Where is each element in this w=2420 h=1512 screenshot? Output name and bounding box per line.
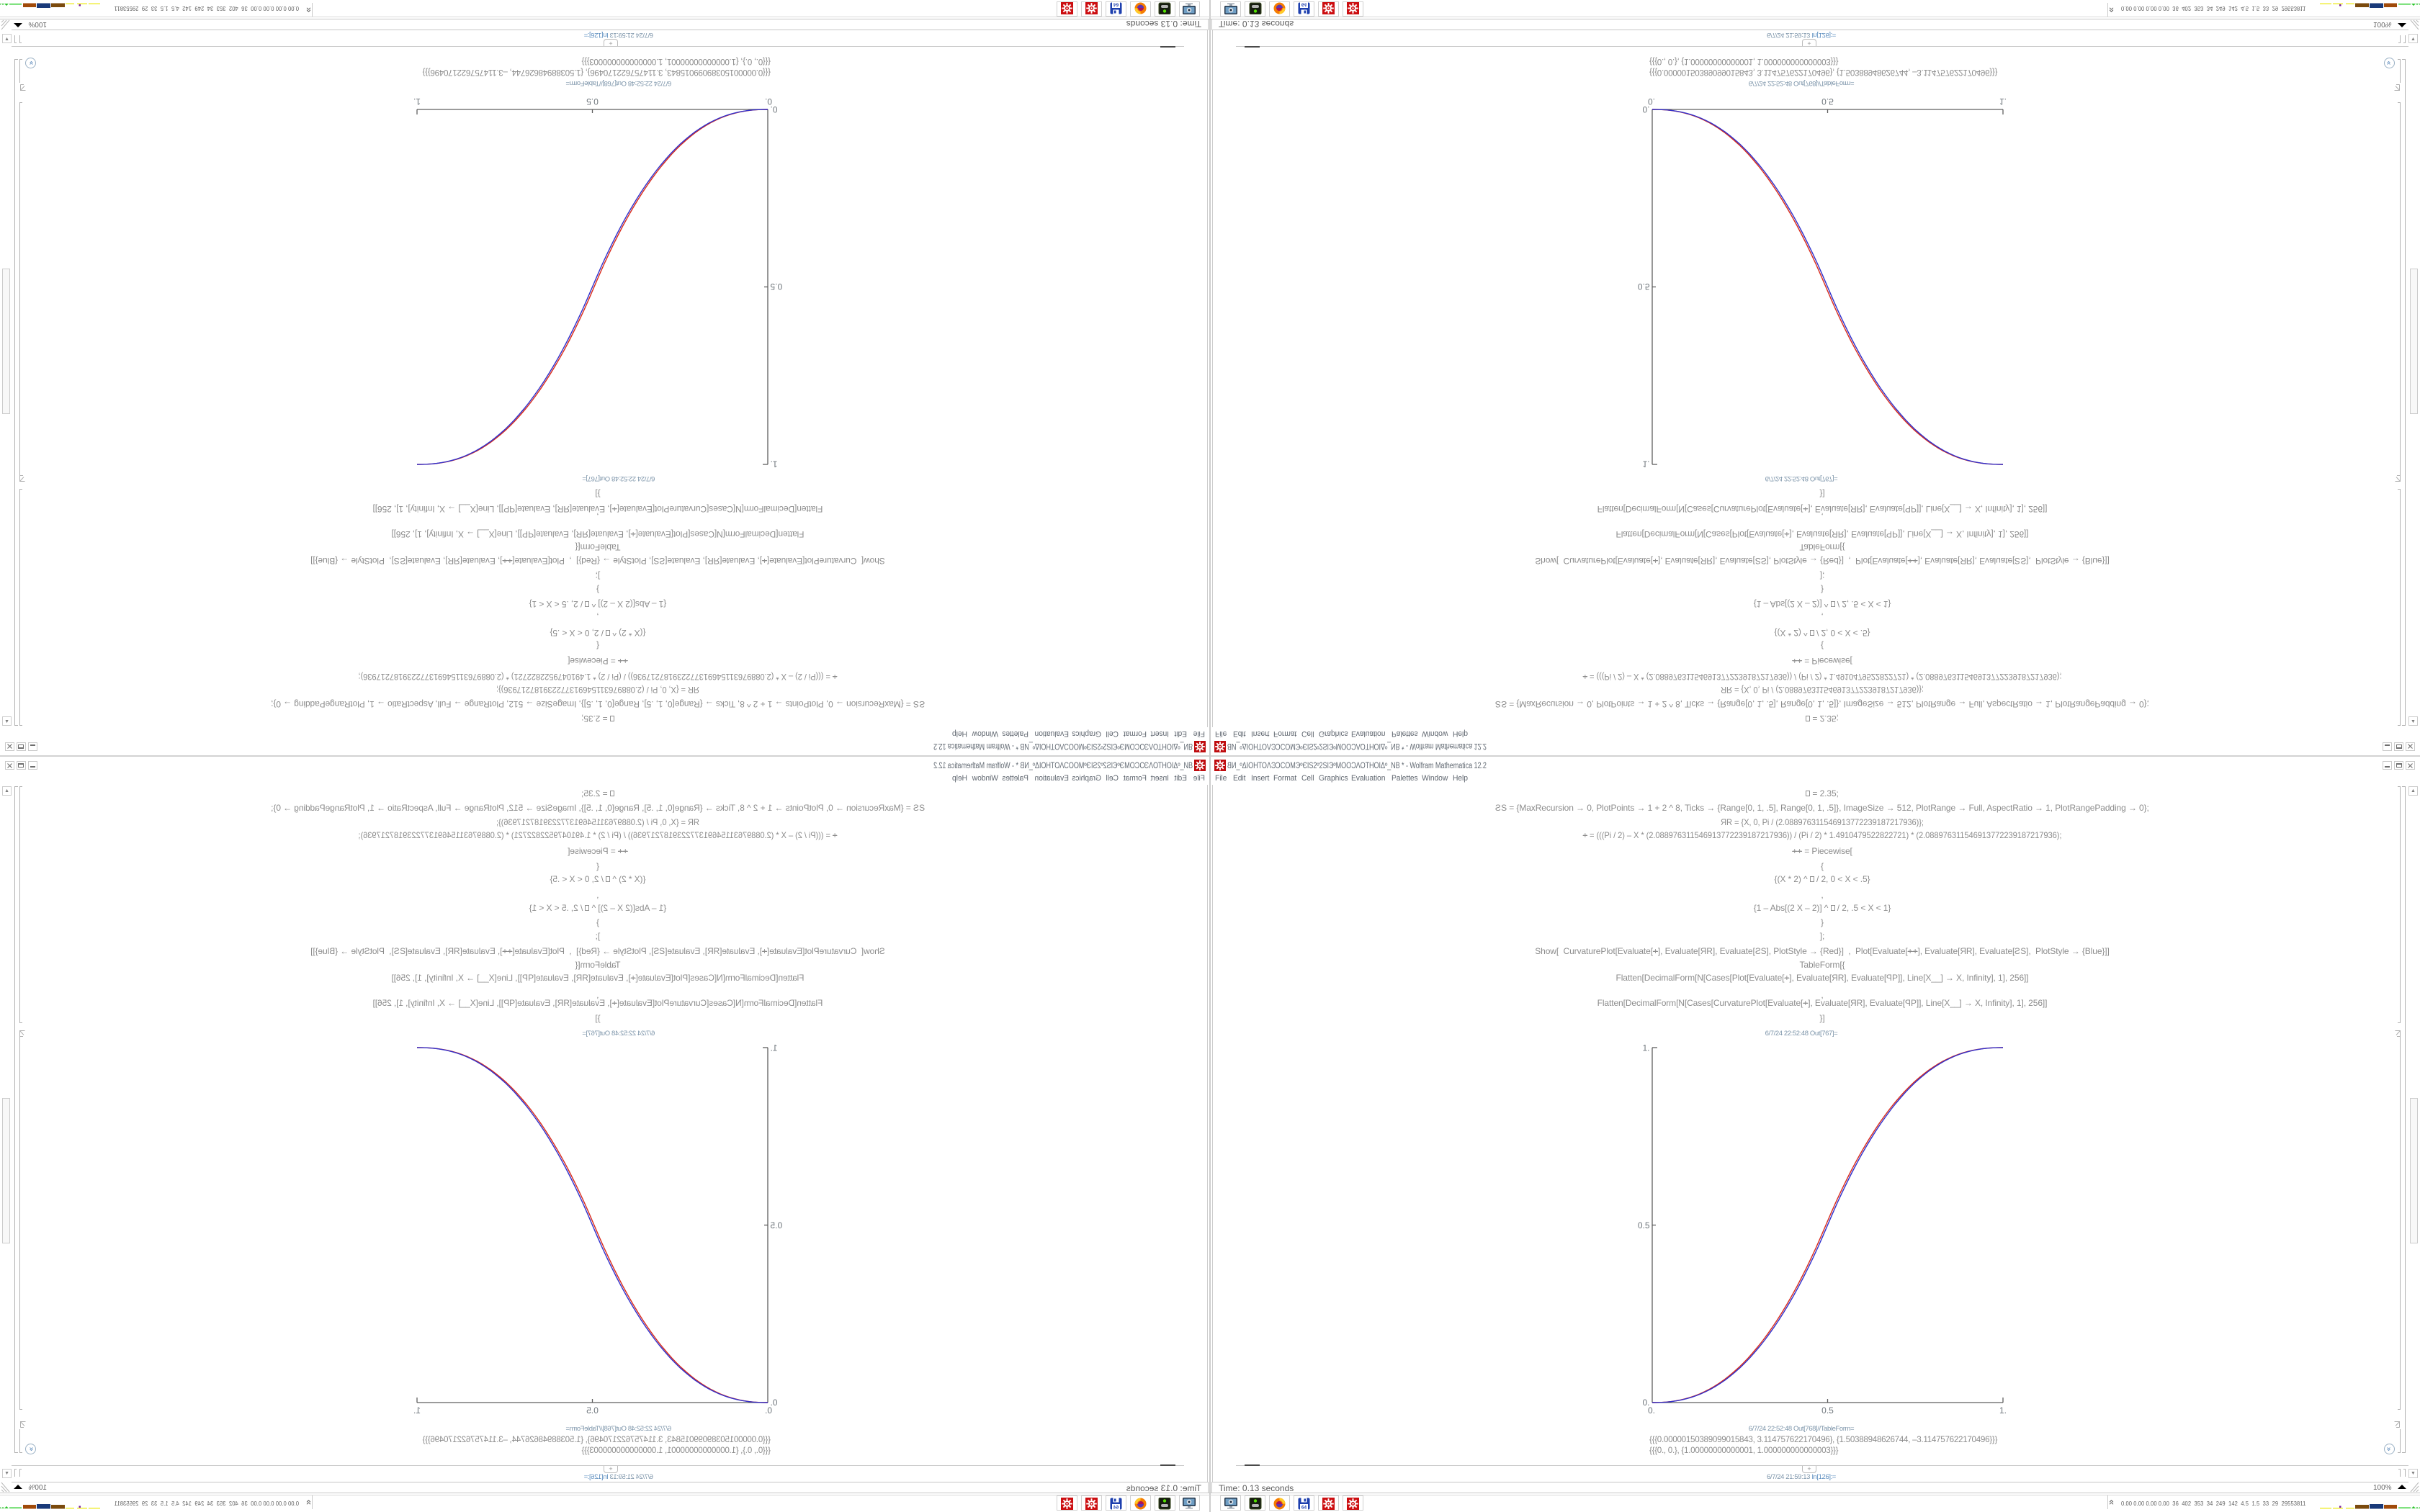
svg-text:1.: 1. xyxy=(771,1043,778,1053)
svg-text:1.: 1. xyxy=(771,459,778,469)
svg-text:0.: 0. xyxy=(1648,1405,1655,1416)
svg-text:0.5: 0.5 xyxy=(1821,96,1834,107)
svg-text:0.: 0. xyxy=(771,104,778,114)
svg-text:0.5: 0.5 xyxy=(1821,1405,1834,1416)
svg-text:1.: 1. xyxy=(1999,1405,2007,1416)
svg-text:0.: 0. xyxy=(765,1405,772,1416)
svg-text:0.5: 0.5 xyxy=(770,1220,782,1230)
svg-text:64: 64 xyxy=(1113,2,1119,7)
svg-text:0.: 0. xyxy=(765,96,772,107)
svg-text:64: 64 xyxy=(1301,1506,1307,1511)
svg-text:64: 64 xyxy=(1113,1506,1119,1511)
svg-text:0.5: 0.5 xyxy=(770,282,782,292)
svg-text:0.5: 0.5 xyxy=(1638,282,1650,292)
svg-text:1.: 1. xyxy=(1642,1043,1649,1053)
svg-text:0.: 0. xyxy=(1642,104,1649,114)
svg-text:1.: 1. xyxy=(1999,96,2007,107)
svg-text:0.5: 0.5 xyxy=(586,96,599,107)
svg-text:0.5: 0.5 xyxy=(586,1405,599,1416)
svg-text:0.: 0. xyxy=(771,1398,778,1408)
svg-text:0.5: 0.5 xyxy=(1638,1220,1650,1230)
svg-text:0.: 0. xyxy=(1648,96,1655,107)
svg-text:1.: 1. xyxy=(1642,459,1649,469)
svg-text:1.: 1. xyxy=(413,96,421,107)
svg-text:1.: 1. xyxy=(413,1405,421,1416)
svg-text:0.: 0. xyxy=(1642,1398,1649,1408)
svg-text:64: 64 xyxy=(1301,2,1307,7)
